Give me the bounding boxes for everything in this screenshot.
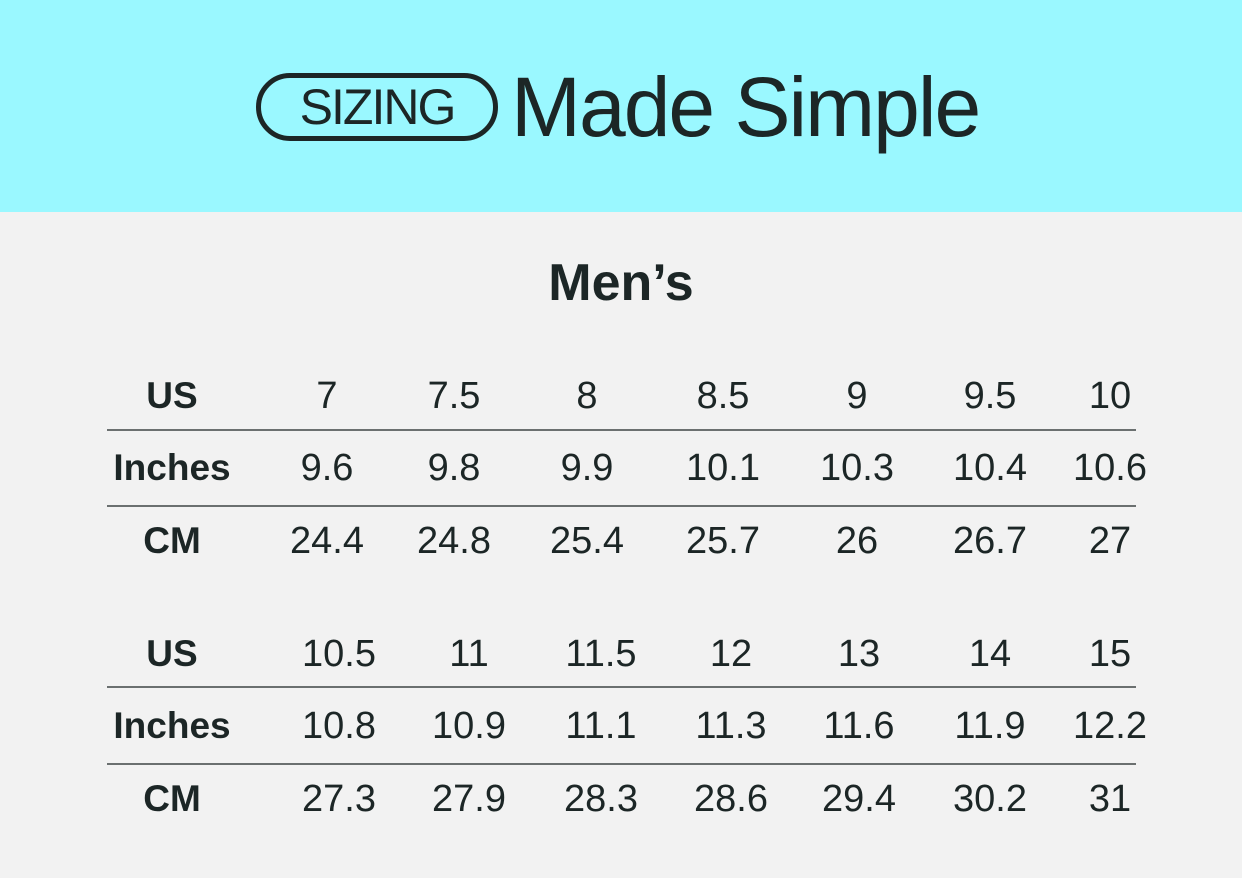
- table-cell: 8: [576, 375, 598, 417]
- table-cell: 10.9: [432, 705, 506, 747]
- row-label: Inches: [113, 705, 231, 746]
- row-label: US: [146, 633, 198, 674]
- table-cell: 28.3: [564, 778, 638, 820]
- table-cell: 10.6: [1073, 447, 1147, 489]
- table-cell: 11.5: [565, 633, 637, 675]
- table-cell: 30.2: [953, 778, 1027, 820]
- table-cell: 9.8: [427, 447, 481, 489]
- table-cell: 25.7: [686, 520, 760, 562]
- table-cell: 27.9: [432, 778, 506, 820]
- table-cell: 10.8: [302, 705, 376, 747]
- table-cell: 8.5: [696, 375, 750, 417]
- row-divider: [107, 429, 1136, 431]
- table-cell: 12.2: [1073, 705, 1147, 747]
- table-cell: 11.6: [823, 705, 895, 747]
- table-cell: 13: [837, 633, 881, 675]
- page-title: Men’s: [548, 254, 694, 312]
- row-label: CM: [143, 778, 201, 819]
- table-cell: 9.6: [300, 447, 354, 489]
- header-banner: SIZING Made Simple: [0, 0, 1242, 212]
- sizing-badge-text: SIZING: [299, 79, 457, 135]
- table-cell: 31: [1088, 778, 1132, 820]
- table-cell: 10.5: [302, 633, 376, 675]
- table-cell: 11: [449, 633, 489, 675]
- table-cell: 24.8: [417, 520, 491, 562]
- row-divider: [107, 505, 1136, 507]
- table-cell: 10.1: [686, 447, 760, 489]
- table-cell: 24.4: [290, 520, 364, 562]
- sizing-badge: SIZING: [256, 73, 498, 141]
- table-cell: 28.6: [694, 778, 768, 820]
- row-divider: [107, 763, 1136, 765]
- table-cell: 29.4: [822, 778, 896, 820]
- table-cell: 10.4: [953, 447, 1027, 489]
- table-cell: 9.9: [560, 447, 614, 489]
- table-cell: 10: [1088, 375, 1132, 417]
- row-label: US: [146, 375, 198, 416]
- table-cell: 25.4: [550, 520, 624, 562]
- table-cell: 27.3: [302, 778, 376, 820]
- table-cell: 9: [846, 375, 868, 417]
- table-cell: 27: [1088, 520, 1132, 562]
- table-cell: 15: [1088, 633, 1132, 675]
- table-cell: 14: [968, 633, 1012, 675]
- row-label: CM: [143, 520, 201, 561]
- row-label: Inches: [113, 447, 231, 488]
- table-cell: 7: [316, 375, 338, 417]
- table-cell: 11.9: [954, 705, 1026, 747]
- row-divider: [107, 686, 1136, 688]
- table-cell: 11.3: [695, 705, 767, 747]
- table-cell: 9.5: [963, 375, 1017, 417]
- table-cell: 12: [709, 633, 753, 675]
- table-cell: 7.5: [427, 375, 481, 417]
- table-cell: 10.3: [820, 447, 894, 489]
- headline: Made Simple: [511, 60, 981, 154]
- table-cell: 26.7: [953, 520, 1027, 562]
- table-cell: 11.1: [565, 705, 637, 747]
- table-cell: 26: [835, 520, 879, 562]
